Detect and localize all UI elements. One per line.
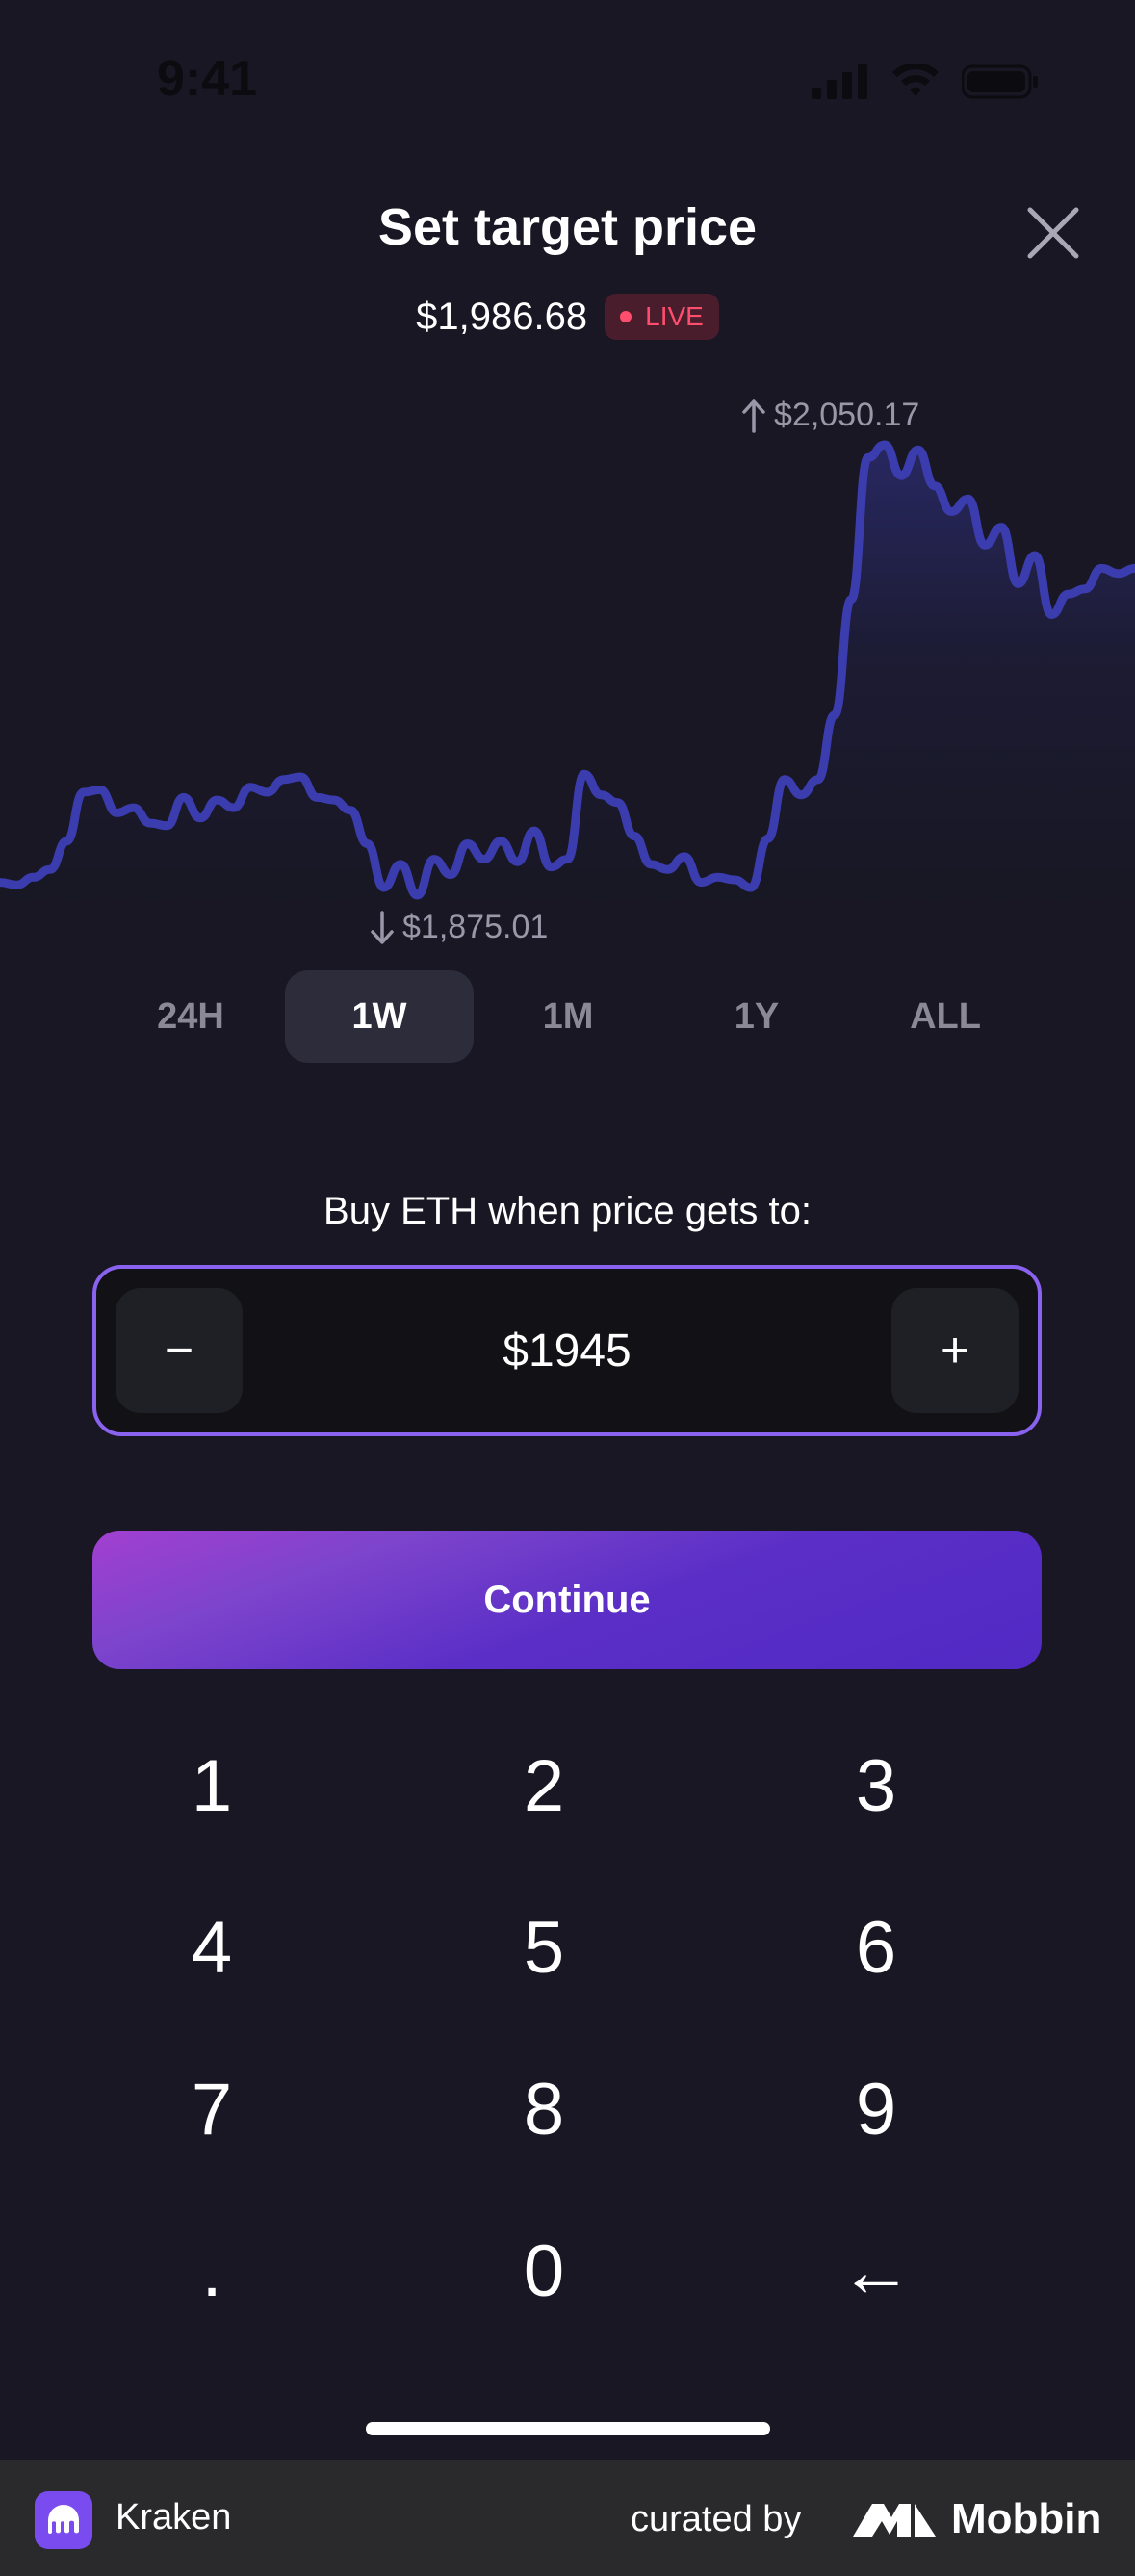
key-backspace[interactable]: ←: [839, 2229, 913, 2312]
home-indicator: [366, 2422, 770, 2435]
app-name: Kraken: [116, 2497, 232, 2537]
key-decimal[interactable]: .: [201, 2229, 222, 2312]
live-badge: LIVE: [605, 294, 719, 340]
current-price: $1,986.68: [416, 295, 588, 338]
range-tabs: 24H 1W 1M 1Y ALL: [96, 970, 1040, 1063]
page-title: Set target price: [377, 198, 758, 256]
status-time: 9:41: [157, 51, 258, 107]
key-1[interactable]: 1: [191, 1744, 233, 1827]
cellular-signal-icon: [812, 64, 867, 99]
tab-all[interactable]: ALL: [910, 995, 981, 1037]
price-chart-area: [0, 445, 1135, 905]
chart-low-value: $1,875.01: [402, 909, 549, 945]
price-chart: [0, 440, 1135, 905]
mobbin-logo: Mobbin: [851, 2495, 1101, 2543]
kraken-logo-icon: [35, 2491, 92, 2549]
battery-icon: [962, 64, 1038, 99]
mobbin-mark-icon: [853, 2504, 936, 2537]
target-price-stepper: − $1945 +: [92, 1265, 1042, 1436]
wifi-icon: [892, 64, 939, 96]
close-icon: [1027, 207, 1079, 259]
arrow-down-icon: [371, 910, 394, 944]
price-chart-line: [0, 440, 1135, 900]
mobbin-wordmark: Mobbin: [951, 2495, 1102, 2542]
chart-low-label: $1,875.01: [370, 909, 548, 946]
increase-price-button[interactable]: +: [891, 1288, 1019, 1413]
status-icons: [812, 64, 1039, 100]
tab-1m[interactable]: 1M: [542, 995, 594, 1037]
key-2[interactable]: 2: [523, 1744, 565, 1827]
close-button[interactable]: [1022, 202, 1084, 264]
footer-bar: Kraken curated by Mobbin: [0, 2460, 1135, 2576]
key-9[interactable]: 9: [855, 2068, 897, 2151]
key-8[interactable]: 8: [523, 2068, 565, 2151]
key-4[interactable]: 4: [191, 1906, 233, 1989]
price-row: $1,986.68 LIVE: [0, 294, 1135, 340]
key-0[interactable]: 0: [523, 2229, 565, 2312]
chart-high-label: $2,050.17: [741, 397, 919, 434]
status-bar: 9:41: [0, 0, 1135, 164]
key-3[interactable]: 3: [855, 1744, 897, 1827]
decrease-price-button[interactable]: −: [116, 1288, 243, 1413]
key-7[interactable]: 7: [191, 2068, 233, 2151]
tab-1y[interactable]: 1Y: [734, 995, 780, 1037]
target-price-label: Buy ETH when price gets to:: [323, 1190, 812, 1232]
tab-24h[interactable]: 24H: [157, 995, 224, 1037]
continue-button[interactable]: Continue: [92, 1531, 1042, 1669]
arrow-up-icon: [742, 399, 765, 433]
live-label: LIVE: [645, 301, 704, 331]
live-dot-icon: [620, 311, 632, 322]
tab-1w[interactable]: 1W: [285, 970, 474, 1063]
key-6[interactable]: 6: [855, 1906, 897, 1989]
key-5[interactable]: 5: [523, 1906, 565, 1989]
chart-high-value: $2,050.17: [774, 397, 920, 433]
curated-by-label: curated by: [631, 2499, 802, 2539]
